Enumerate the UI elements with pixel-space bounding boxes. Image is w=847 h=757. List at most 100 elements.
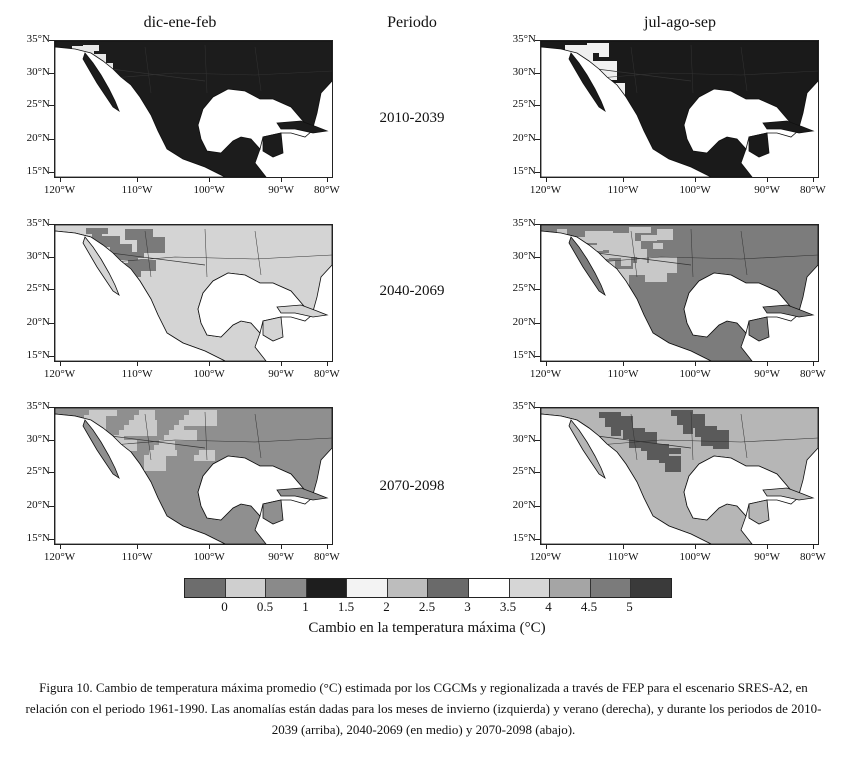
period-label-2070: 2070-2098 [379,478,445,494]
lat-tick-label: 35°N [26,400,50,412]
border-line [254,46,262,92]
lon-tick-mark [695,177,697,182]
anomaly-patch [657,229,673,240]
lat-tick-mark [49,323,54,325]
legend-tick-label: 2 [383,599,390,614]
lat-tick-mark [535,171,540,173]
border-line [144,230,152,278]
period-label-2040: 2040-2069 [379,283,445,299]
gulf-of-mexico [683,455,799,521]
anomaly-patch [174,425,184,441]
yucatan-peninsula [748,132,770,158]
lon-tick-mark [545,361,547,366]
legend-tick-label: 1 [302,599,309,614]
legend-swatch [387,579,429,597]
lat-tick-label: 25°N [512,465,536,478]
winter-column-title: dic-ene-feb [143,14,217,31]
border-line [110,68,206,82]
lon-tick-mark [137,544,139,549]
cuba-island [276,304,329,318]
anomaly-patch [653,243,663,249]
border-line [596,435,692,449]
lon-tick-label: 120°W [529,184,562,196]
anomaly-patch [144,455,166,471]
map-svg-winter-2070 [55,408,332,544]
lat-tick-mark [49,439,54,441]
lon-tick-label: 120°W [529,551,562,563]
anomaly-patch [116,248,126,259]
cuba-island [762,304,815,318]
border-line [204,228,208,278]
lon-tick-label: 120°W [43,551,76,563]
border-line [144,46,152,94]
anomaly-patch [128,256,138,272]
baja-peninsula [82,236,120,297]
yucatan-peninsula [262,132,284,158]
anomaly-patch [599,51,609,57]
lat-tick-mark [535,256,540,258]
lon-tick-mark [326,177,328,182]
lat-tick-label: 25°N [26,465,50,478]
lat-tick-label: 25°N [26,98,50,111]
lat-tick-mark [535,40,540,41]
lat-tick-label: 30°N [512,65,536,78]
anomaly-patch [92,232,102,248]
cuba-island [762,120,815,134]
anomaly-patch [621,255,631,266]
lat-tick-mark [49,355,54,357]
border-line [630,230,638,278]
lon-tick-mark [281,177,283,182]
lon-tick-mark [281,544,283,549]
map-panel-summer-2040 [540,224,819,362]
legend-tick-label: 2.5 [418,599,436,614]
legend-swatch [590,579,632,597]
gulf-of-mexico [683,88,799,154]
lon-tick-mark [545,544,547,549]
lon-tick-mark [812,544,814,549]
lat-tick-mark [535,323,540,325]
legend-tick-label: 4.5 [580,599,598,614]
border-line [596,252,692,266]
border-line [74,70,332,82]
lat-tick-label: 15°N [26,348,50,361]
lon-tick-mark [209,544,211,549]
lat-tick-mark [535,506,540,508]
legend-swatch [306,579,348,597]
anomaly-patch [707,434,717,440]
lat-tick-mark [49,72,54,74]
legend-swatch [509,579,551,597]
lat-tick-label: 25°N [26,282,50,295]
lat-tick-mark [49,538,54,540]
map-panel-winter-2070 [54,407,333,545]
anomaly-patch [641,235,657,241]
lon-tick-mark [767,361,769,366]
anomaly-patch [189,410,217,426]
border-line [740,46,748,92]
lat-tick-label: 20°N [512,132,536,145]
legend-swatch [185,579,226,597]
anomaly-patch [665,456,681,472]
lon-tick-label: 100°W [193,368,225,380]
lon-tick-mark [767,544,769,549]
lat-tick-label: 20°N [512,499,536,512]
border-line [204,411,208,461]
lon-tick-mark [281,361,283,366]
map-svg-summer-2010 [541,41,818,177]
lon-tick-label: 80°W [313,368,340,380]
gulf-of-mexico [197,272,313,338]
baja-peninsula [568,52,606,113]
anomaly-patch [593,47,609,53]
anomaly-patch [653,448,681,454]
legend-swatch [428,579,470,597]
lat-tick-mark [49,256,54,258]
anomaly-patch [585,231,613,242]
anomaly-patch [587,43,609,49]
anomaly-patch [635,436,645,442]
lon-tick-label: 90°W [754,551,781,563]
lat-tick-label: 30°N [26,432,50,445]
border-line [254,413,262,459]
lon-tick-mark [623,361,625,366]
lat-tick-mark [535,355,540,357]
lat-tick-label: 20°N [26,499,50,512]
yucatan-peninsula [748,499,770,525]
